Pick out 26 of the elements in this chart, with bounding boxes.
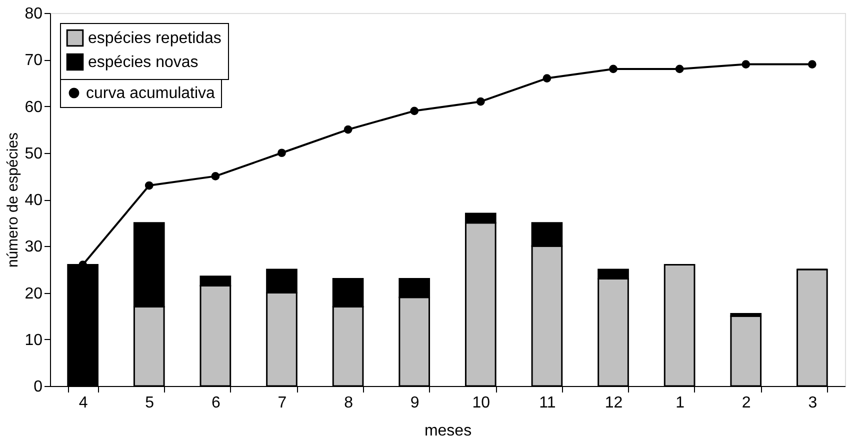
x-tick-label: 6 bbox=[211, 394, 220, 412]
x-tick-label: 7 bbox=[278, 394, 287, 412]
y-tick-label: 0 bbox=[34, 378, 43, 396]
x-tick-label: 8 bbox=[344, 394, 354, 412]
x-tick-label: 2 bbox=[742, 394, 751, 412]
y-tick-label: 40 bbox=[24, 192, 43, 209]
y-tick-label: 70 bbox=[24, 52, 43, 70]
x-tick-label: 3 bbox=[808, 394, 818, 412]
y-tick-label: 50 bbox=[24, 145, 43, 162]
x-tick-label: 11 bbox=[539, 394, 556, 412]
x-tick-label: 1 bbox=[676, 394, 685, 412]
legend-label: espécies repetidas bbox=[88, 30, 222, 47]
x-axis-title: meses bbox=[424, 422, 472, 440]
y-tick-label: 60 bbox=[24, 98, 43, 116]
legend-label: espécies novas bbox=[88, 54, 198, 71]
y-axis-title: número de espécies bbox=[4, 132, 22, 268]
y-tick-label: 30 bbox=[24, 238, 43, 256]
y-tick-label: 80 bbox=[24, 6, 43, 22]
x-tick-label: 5 bbox=[145, 394, 154, 412]
y-tick-label: 10 bbox=[24, 332, 43, 349]
x-tick-label: 10 bbox=[472, 394, 490, 412]
x-tick-label: 12 bbox=[604, 394, 623, 412]
x-tick-label: 4 bbox=[78, 394, 88, 412]
y-tick-label: 20 bbox=[24, 285, 43, 302]
legend-label: curva acumulativa bbox=[86, 85, 216, 102]
x-tick-label: 9 bbox=[410, 394, 420, 412]
